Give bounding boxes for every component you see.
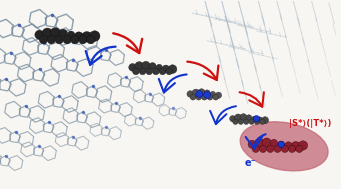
Circle shape <box>229 115 236 122</box>
Circle shape <box>267 145 274 153</box>
Circle shape <box>281 145 288 153</box>
Circle shape <box>270 139 278 147</box>
Circle shape <box>75 32 83 41</box>
Circle shape <box>156 64 162 71</box>
Circle shape <box>81 32 92 42</box>
Circle shape <box>162 65 169 72</box>
Circle shape <box>149 63 156 70</box>
Circle shape <box>284 142 292 149</box>
Circle shape <box>254 119 260 124</box>
Circle shape <box>257 117 263 123</box>
Circle shape <box>204 91 211 98</box>
Circle shape <box>89 31 100 41</box>
Circle shape <box>278 141 284 147</box>
Circle shape <box>255 138 264 148</box>
Text: |S*⟩(|T*⟩): |S*⟩(|T*⟩) <box>289 119 331 128</box>
Circle shape <box>204 90 210 96</box>
Circle shape <box>190 94 196 100</box>
Circle shape <box>196 91 203 98</box>
Circle shape <box>262 138 271 147</box>
Circle shape <box>274 145 281 153</box>
Circle shape <box>166 68 173 75</box>
Circle shape <box>35 30 44 40</box>
Circle shape <box>152 68 159 75</box>
Circle shape <box>298 141 308 150</box>
Circle shape <box>262 117 269 124</box>
Circle shape <box>246 115 252 121</box>
Circle shape <box>252 116 257 121</box>
Circle shape <box>47 36 56 44</box>
Circle shape <box>196 94 202 100</box>
Circle shape <box>187 91 193 97</box>
Circle shape <box>55 36 63 44</box>
Circle shape <box>207 94 213 100</box>
Circle shape <box>135 62 144 70</box>
Circle shape <box>238 119 243 124</box>
Circle shape <box>249 119 254 124</box>
Circle shape <box>210 91 216 97</box>
Circle shape <box>213 94 219 100</box>
Circle shape <box>252 145 260 153</box>
Circle shape <box>216 92 222 98</box>
Circle shape <box>192 89 199 97</box>
Circle shape <box>87 36 95 44</box>
Circle shape <box>159 68 166 75</box>
Circle shape <box>296 145 303 153</box>
Circle shape <box>291 142 300 151</box>
Circle shape <box>129 64 136 71</box>
Circle shape <box>288 145 296 153</box>
Circle shape <box>50 28 60 38</box>
Ellipse shape <box>240 122 328 171</box>
Circle shape <box>59 29 68 38</box>
Circle shape <box>63 36 71 44</box>
Circle shape <box>139 68 146 75</box>
Circle shape <box>71 36 79 44</box>
Circle shape <box>253 115 260 122</box>
Circle shape <box>278 141 285 148</box>
Circle shape <box>260 145 267 153</box>
Circle shape <box>39 36 47 44</box>
Circle shape <box>202 94 207 100</box>
Circle shape <box>233 119 238 124</box>
Text: e⁻: e⁻ <box>245 158 256 168</box>
Circle shape <box>260 119 265 124</box>
Circle shape <box>79 36 87 44</box>
Circle shape <box>168 65 177 74</box>
Circle shape <box>248 140 256 148</box>
Circle shape <box>235 114 242 121</box>
Circle shape <box>240 114 247 121</box>
Circle shape <box>146 68 153 75</box>
Circle shape <box>243 119 249 124</box>
Circle shape <box>67 31 75 39</box>
Circle shape <box>133 68 139 75</box>
Circle shape <box>142 61 150 70</box>
Circle shape <box>42 28 53 39</box>
Circle shape <box>198 89 205 96</box>
